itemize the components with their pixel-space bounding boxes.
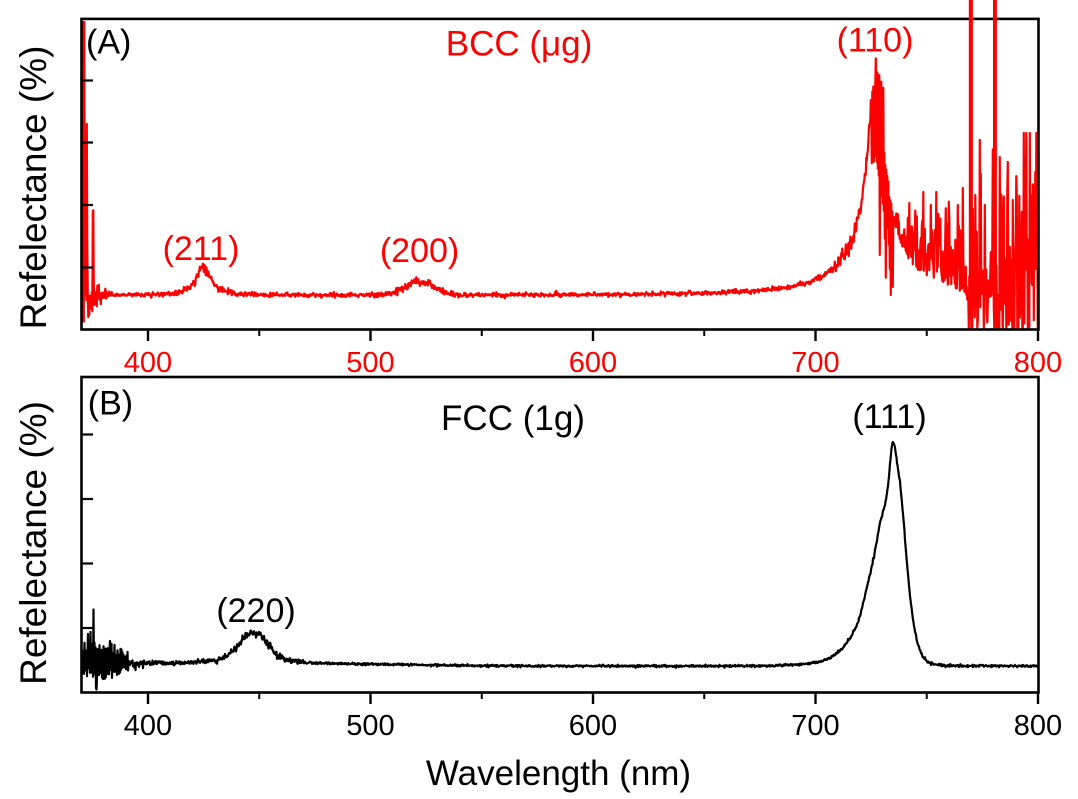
- svg-text:(A): (A): [86, 24, 131, 62]
- svg-text:700: 700: [791, 710, 839, 742]
- svg-text:(211): (211): [163, 230, 240, 268]
- svg-text:Refelectance (%): Refelectance (%): [13, 46, 54, 330]
- svg-text:800: 800: [1014, 710, 1062, 742]
- svg-text:(110): (110): [837, 22, 914, 60]
- svg-text:400: 400: [124, 347, 172, 379]
- svg-text:400: 400: [124, 710, 172, 742]
- svg-text:500: 500: [346, 710, 394, 742]
- svg-text:(220): (220): [216, 592, 295, 630]
- svg-text:FCC (1g): FCC (1g): [441, 399, 585, 438]
- svg-text:Wavelength (nm): Wavelength (nm): [426, 754, 691, 793]
- svg-text:(111): (111): [852, 398, 926, 436]
- svg-text:800: 800: [1014, 347, 1062, 379]
- svg-text:BCC (μg): BCC (μg): [446, 25, 593, 64]
- svg-text:(200): (200): [380, 232, 459, 270]
- svg-text:Refelectance (%): Refelectance (%): [13, 401, 54, 685]
- svg-text:500: 500: [346, 347, 394, 379]
- svg-text:600: 600: [569, 710, 617, 742]
- svg-text:600: 600: [569, 347, 617, 379]
- svg-text:700: 700: [791, 347, 839, 379]
- svg-text:(B): (B): [88, 385, 133, 423]
